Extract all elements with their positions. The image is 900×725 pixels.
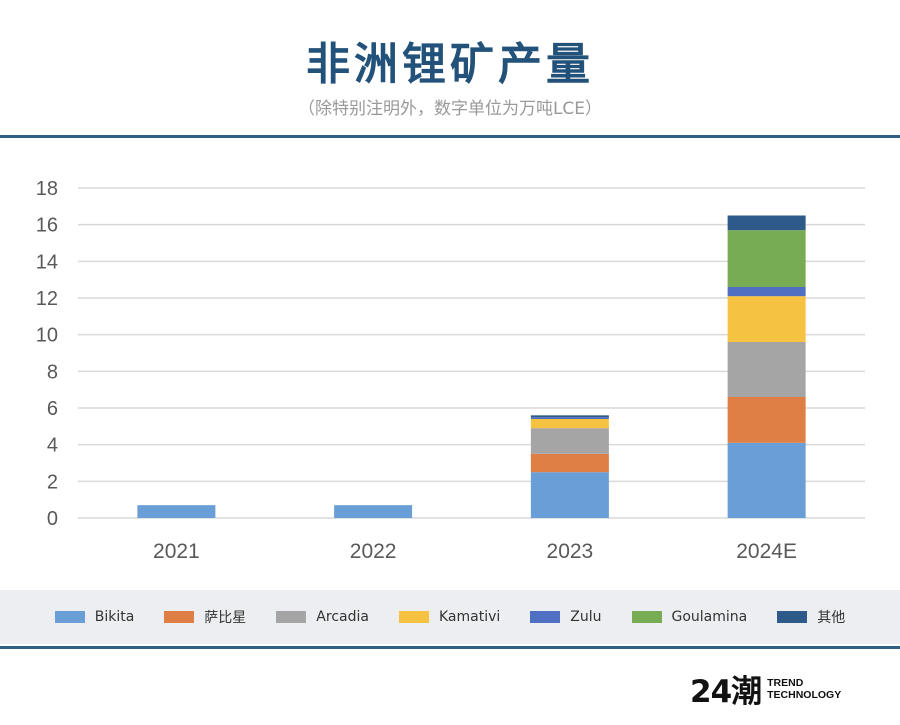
legend-swatch — [631, 611, 662, 623]
bar-segment — [530, 415, 609, 418]
x-axis-ticks: 2021 2022 2023 2024E — [153, 540, 797, 563]
legend-label: Arcadia — [316, 609, 369, 625]
brand-logo: 24潮 TREND TECHNOLOGY — [690, 666, 841, 711]
y-tick-label: 0 — [47, 508, 58, 530]
legend-swatch — [777, 611, 808, 623]
legend-item: Bikita — [54, 609, 135, 625]
legend-label: 其他 — [817, 610, 846, 626]
bar-segment — [530, 419, 609, 429]
top-divider — [0, 135, 900, 138]
y-tick-label: 4 — [47, 435, 58, 457]
y-tick-label: 8 — [47, 361, 58, 383]
chart-legend: Bikita 萨比星 Arcadia Kamativi Zulu Goulamina 其他 — [0, 590, 900, 644]
bar-segment — [727, 215, 806, 231]
chart-subtitle: （除特别注明外，数字单位为万吨LCE） — [297, 99, 603, 119]
bar-segment — [727, 442, 806, 518]
bar-segment — [727, 397, 806, 443]
y-tick-label: 14 — [36, 251, 58, 273]
legend-item: Arcadia — [276, 609, 369, 625]
bar-segment — [334, 505, 413, 518]
bar-segment — [530, 453, 609, 473]
x-tick-label: 2024E — [736, 540, 797, 563]
chart-title: 非洲锂矿产量 — [306, 39, 594, 90]
legend-swatch — [54, 611, 85, 623]
y-tick-label: 10 — [36, 325, 58, 347]
bottom-divider — [0, 646, 900, 649]
y-axis-ticks: 0 2 4 6 8 10 12 14 16 18 — [36, 178, 58, 530]
bar-segment — [727, 230, 806, 287]
bar-segment — [530, 417, 609, 419]
logo-text-line2: TECHNOLOGY — [767, 688, 842, 701]
logo-mark: 24潮 — [690, 674, 762, 710]
y-tick-label: 18 — [36, 178, 58, 200]
stacked-bar-chart: 0 2 4 6 8 10 12 14 16 18 2021 2022 2023 2024E — [36, 178, 865, 563]
legend-swatch — [530, 611, 561, 623]
y-tick-label: 2 — [47, 471, 58, 493]
bar-segment — [530, 428, 609, 454]
legend-label: 萨比星 — [204, 610, 247, 626]
logo-text-line1: TREND — [767, 676, 804, 689]
bar-segment — [727, 296, 806, 342]
bars — [137, 215, 806, 518]
y-tick-label: 16 — [36, 215, 58, 237]
legend-swatch — [164, 611, 195, 623]
legend-label: Zulu — [570, 609, 602, 625]
bar-segment — [727, 342, 806, 397]
legend-item: Zulu — [530, 609, 602, 625]
bar-segment — [530, 472, 609, 518]
x-tick-label: 2021 — [153, 540, 200, 563]
legend-swatch — [276, 611, 307, 623]
y-tick-label: 6 — [47, 398, 58, 420]
logo-text: TREND TECHNOLOGY — [767, 677, 841, 701]
y-tick-label: 12 — [36, 288, 58, 310]
legend-item: 萨比星 — [164, 607, 246, 627]
legend-swatch — [398, 611, 429, 623]
legend-item: Goulamina — [631, 609, 748, 625]
legend-item: 其他 — [777, 607, 845, 627]
bar-segment — [137, 505, 216, 518]
x-tick-label: 2022 — [350, 540, 397, 563]
legend-label: Goulamina — [671, 609, 748, 625]
x-tick-label: 2023 — [547, 540, 594, 563]
legend-item: Kamativi — [398, 609, 501, 625]
bar-segment — [727, 287, 806, 297]
legend-label: Kamativi — [438, 609, 501, 625]
legend-label: Bikita — [94, 609, 135, 625]
